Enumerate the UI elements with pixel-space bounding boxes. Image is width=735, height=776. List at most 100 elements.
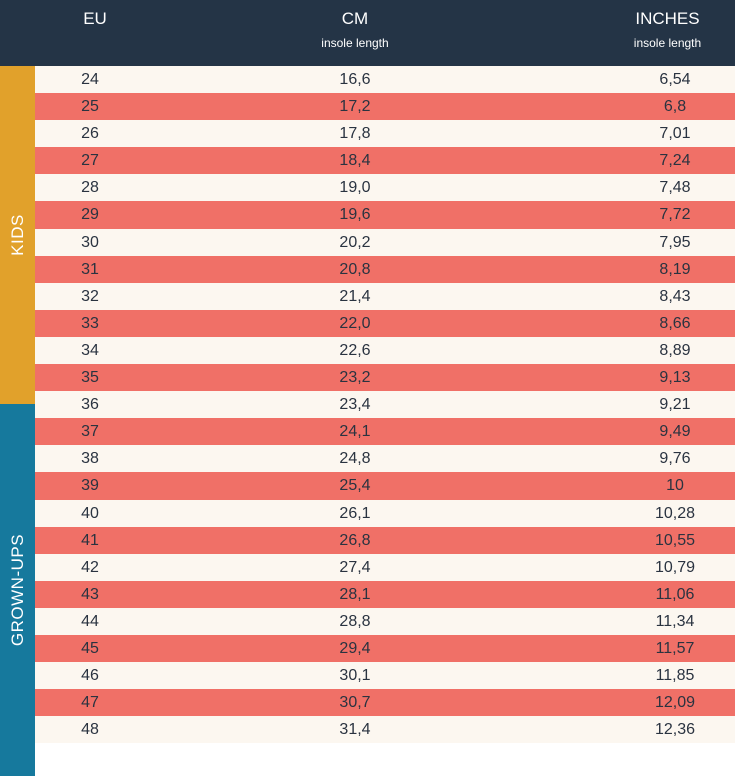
cell-cm: 24,8 (339, 450, 371, 468)
header-inches-sublabel: insole length (633, 36, 702, 50)
cell-eu: 41 (81, 531, 99, 549)
cell-inches: 9,76 (659, 450, 691, 468)
cell-inches: 9,49 (659, 423, 691, 441)
table-row: 25 17,2 6,8 (35, 93, 735, 121)
cell-inches: 10,79 (654, 558, 696, 576)
header-cm-sublabel: insole length (321, 36, 389, 50)
cell-inches: 8,43 (659, 287, 691, 305)
cell-cm: 26,1 (339, 504, 371, 522)
cell-eu: 27 (81, 152, 99, 170)
cell-inches: 7,24 (659, 152, 691, 170)
cell-cm: 27,4 (339, 558, 371, 576)
table-row: 47 30,7 12,09 (35, 689, 735, 717)
table-row: 27 18,4 7,24 (35, 147, 735, 175)
cell-eu: 39 (81, 477, 99, 495)
cell-cm: 17,8 (339, 125, 371, 143)
cell-eu: 45 (81, 639, 99, 657)
cell-cm: 19,6 (339, 206, 371, 224)
cell-inches: 11,34 (655, 612, 695, 630)
cell-eu: 28 (81, 179, 99, 197)
cell-eu: 30 (81, 233, 99, 251)
cell-inches: 10,55 (654, 531, 696, 549)
header-cm-label: CM (341, 9, 369, 28)
cell-eu: 31 (81, 260, 99, 278)
cell-inches: 8,89 (659, 341, 691, 359)
cell-inches: 11,57 (655, 639, 695, 657)
table-row: 29 19,6 7,72 (35, 201, 735, 229)
header-inches-label: INCHES (635, 9, 700, 28)
table-row: 40 26,1 10,28 (35, 499, 735, 527)
table-body: 24 16,6 6,54 25 17,2 6,8 26 17,8 7,01 27 18,4 7,24 2… (35, 66, 735, 744)
cell-cm: 24,1 (339, 423, 371, 441)
cell-eu: 34 (81, 341, 99, 359)
table-header: EU CM insole length INCHES insole length (0, 0, 735, 66)
cell-inches: 6,8 (663, 98, 687, 116)
cell-cm: 18,4 (339, 152, 371, 170)
cell-cm: 21,4 (339, 287, 371, 305)
cell-inches: 6,54 (659, 71, 691, 88)
table-row: 35 23,2 9,13 (35, 364, 735, 392)
table-row: 39 25,4 10 (35, 472, 735, 500)
grownups-group-label: GROWN-UPS (7, 533, 27, 647)
cell-eu: 29 (81, 206, 99, 224)
cell-eu: 42 (81, 558, 99, 576)
cell-inches: 7,48 (659, 179, 691, 197)
table-row: 37 24,1 9,49 (35, 418, 735, 446)
table-row: 44 28,8 11,34 (35, 607, 735, 635)
cell-inches: 7,72 (659, 206, 691, 224)
cell-eu: 44 (81, 612, 99, 630)
cell-cm: 23,2 (339, 369, 371, 387)
cell-inches: 11,85 (655, 667, 695, 685)
cell-eu: 38 (81, 450, 99, 468)
table-row: 48 31,4 12,36 (35, 716, 735, 744)
cell-cm: 22,0 (339, 314, 371, 332)
table-row: 43 28,1 11,06 (35, 580, 735, 608)
cell-cm: 20,2 (339, 233, 371, 251)
cell-cm: 31,4 (339, 721, 371, 739)
cell-inches: 11,06 (655, 585, 695, 603)
cell-cm: 22,6 (339, 341, 371, 359)
table-row: 33 22,0 8,66 (35, 309, 735, 337)
cell-eu: 43 (81, 585, 99, 603)
cell-eu: 25 (81, 98, 99, 116)
table-row: 30 20,2 7,95 (35, 228, 735, 256)
cell-inches: 10 (666, 477, 684, 495)
cell-cm: 30,1 (339, 667, 371, 685)
table-row: 32 21,4 8,43 (35, 282, 735, 310)
header-inches: INCHES insole length (610, 9, 725, 51)
cell-eu: 46 (81, 667, 99, 685)
cell-inches: 7,01 (659, 125, 691, 143)
cell-eu: 47 (81, 694, 99, 712)
table-row: 36 23,4 9,21 (35, 391, 735, 419)
cell-inches: 12,09 (654, 694, 696, 712)
cell-cm: 19,0 (339, 179, 371, 197)
cell-eu: 32 (81, 287, 99, 305)
table-row: 26 17,8 7,01 (35, 120, 735, 148)
cell-cm: 30,7 (339, 694, 371, 712)
header-cm: CM insole length (240, 9, 470, 51)
cell-cm: 29,4 (339, 639, 371, 657)
table-row: 41 26,8 10,55 (35, 526, 735, 554)
cell-inches: 12,36 (654, 721, 696, 739)
cell-eu: 37 (81, 423, 99, 441)
table-row: 45 29,4 11,57 (35, 634, 735, 663)
cell-cm: 17,2 (339, 98, 371, 116)
grownups-group-band: GROWN-UPS (0, 404, 35, 776)
cell-inches: 9,13 (659, 369, 691, 387)
header-eu-label: EU (83, 9, 107, 28)
cell-eu: 35 (81, 369, 99, 387)
cell-inches: 8,19 (659, 260, 691, 278)
table-row: 38 24,8 9,76 (35, 445, 735, 473)
kids-group-band: KIDS (0, 66, 35, 404)
table-row: 31 20,8 8,19 (35, 255, 735, 283)
table-row: 46 30,1 11,85 (35, 662, 735, 690)
cell-eu: 24 (81, 71, 99, 88)
cell-eu: 40 (81, 504, 99, 522)
table-row: 42 27,4 10,79 (35, 553, 735, 581)
cell-eu: 33 (81, 314, 99, 332)
cell-eu: 36 (81, 396, 99, 414)
cell-inches: 9,21 (659, 396, 691, 414)
table-row: 24 16,6 6,54 (35, 66, 735, 94)
kids-group-label: KIDS (7, 214, 27, 256)
